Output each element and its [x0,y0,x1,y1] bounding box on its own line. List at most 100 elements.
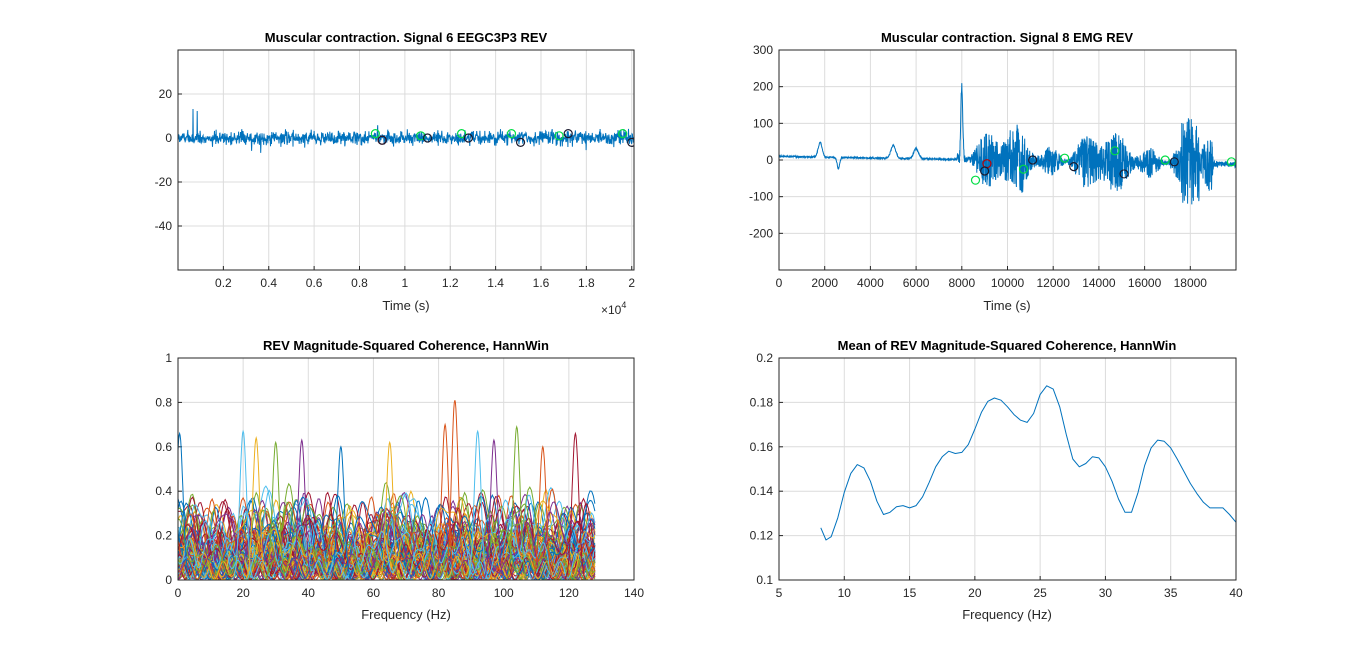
plot-area [779,83,1236,205]
mean-coherence-line [820,385,1236,541]
subplot-mean-coherence: Mean of REV Magnitude-Squared Coherence,… [750,338,1243,622]
axes-frame [778,357,1237,581]
plot-area [178,400,596,580]
coherence-peak-line [290,438,313,580]
event-marker [1160,155,1170,165]
event-marker [980,166,990,176]
x-axis-label: Frequency (Hz) [361,607,451,622]
y-tick-label: 0.12 [750,529,774,543]
chart-title: Mean of REV Magnitude-Squared Coherence,… [838,338,1177,353]
x-tick-label: 20 [968,586,982,600]
x-tick-label: 1.8 [578,276,595,290]
x-tick-label: 1.4 [487,276,504,290]
coherence-peak-line [264,440,287,580]
subplot-eeg-signal: Muscular contraction. Signal 6 EEGC3P3 R… [155,30,636,317]
y-tick-label: -200 [749,226,773,240]
event-marker [506,129,517,139]
coherence-peak-line [564,431,587,580]
x-axis-label: Time (s) [983,298,1030,313]
y-tick-label: 0 [165,131,172,145]
x-tick-label: 10000 [991,276,1025,290]
event-marker [563,129,573,139]
subplot-coherence: REV Magnitude-Squared Coherence, HannWin… [155,338,644,622]
coherence-peak-line [330,445,352,580]
y-tick-label: 0.16 [750,440,774,454]
x-tick-label: 6000 [903,276,930,290]
x-tick-label: 1.6 [533,276,550,290]
x-tick-label: 30 [1099,586,1113,600]
x-tick-label: 0.4 [260,276,277,290]
coherence-peak-line [378,440,401,580]
event-marker [370,129,380,139]
coherence-line [178,511,596,580]
chart-title: Muscular contraction. Signal 8 EMG REV [881,30,1133,45]
x-tick-label: 100 [494,586,514,600]
x-tick-label: 0.6 [306,276,323,290]
coherence-line [178,501,596,580]
y-tick-label: 20 [159,87,173,101]
coherence-peak-line [434,422,456,580]
coherence-peak-line [178,431,191,580]
x-tick-label: 60 [367,586,381,600]
x-tick-label: 25 [1033,586,1047,600]
x-tick-label: 20 [236,586,250,600]
event-marker [1226,157,1236,167]
plot-area [178,108,634,153]
x-axis-label: Time (s) [382,298,429,313]
y-tick-label: 0.18 [750,395,774,409]
event-marker [618,129,628,139]
coherence-peak-line [532,445,554,580]
event-marker [416,131,426,141]
y-tick-label: 0 [766,153,773,167]
coherence-peak-line [443,400,466,579]
x-tick-label: 40 [302,586,316,600]
axes-background [178,50,634,270]
y-tick-label: 0 [165,573,172,587]
x-tick-label: 0 [776,276,783,290]
y-tick-label: 0.2 [155,529,172,543]
coherence-peak-line [466,429,489,580]
x-tick-label: 18000 [1174,276,1208,290]
event-marker [456,129,467,139]
y-tick-label: 0.6 [155,440,172,454]
x-axis-label: Frequency (Hz) [962,607,1052,622]
y-tick-label: 100 [753,116,773,130]
signal-line [779,83,1236,205]
event-marker [554,131,564,141]
x-tick-label: 4000 [857,276,884,290]
x-tick-label: 80 [432,586,446,600]
x-tick-label: 14000 [1082,276,1116,290]
chart-title: REV Magnitude-Squared Coherence, HannWin [263,338,549,353]
y-tick-label: 300 [753,43,773,57]
x-tick-label: 0.8 [351,276,368,290]
y-tick-label: 0.14 [750,484,774,498]
plot-area [820,385,1236,541]
y-tick-label: 0.8 [155,395,172,409]
axes-frame [177,357,635,581]
x-tick-label: 15 [903,586,917,600]
event-marker [1018,164,1029,174]
axes-frame [177,49,635,271]
event-marker [627,137,634,147]
y-tick-label: 0.2 [756,351,773,365]
axes-frame [778,49,1237,271]
event-marker [463,133,473,143]
y-tick-label: 1 [165,351,172,365]
event-marker [970,175,981,185]
x-tick-label: 8000 [948,276,975,290]
x-tick-label: 35 [1164,586,1178,600]
axes-background [779,358,1236,580]
coherence-peak-line [483,438,505,580]
event-marker [515,137,526,147]
x-tick-label: 2 [628,276,635,290]
chart-title: Muscular contraction. Signal 6 EEGC3P3 R… [265,30,548,45]
y-tick-label: -40 [155,219,173,233]
y-tick-label: -20 [155,175,173,189]
y-tick-label: 200 [753,80,773,94]
x-tick-label: 0.2 [215,276,232,290]
x-tick-label: 0 [175,586,182,600]
x-tick-label: 40 [1229,586,1243,600]
y-tick-label: 0.4 [155,484,172,498]
event-marker [1119,169,1129,179]
